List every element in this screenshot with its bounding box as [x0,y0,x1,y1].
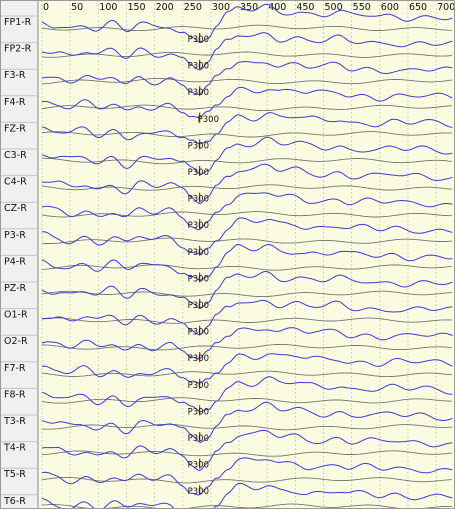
channel-label: F4-R [4,97,26,108]
blue-trace [41,353,453,384]
blue-trace [41,136,453,175]
channel-label: C3-R [4,150,27,161]
p300-label: P300 [188,434,209,444]
p300-label: P300 [188,274,209,284]
x-tick-label: 450 [296,2,314,13]
gray-trace [41,104,452,112]
x-tick-label: 300 [212,2,230,13]
blue-trace [41,3,453,44]
blue-trace [41,61,453,95]
x-tick-label: 250 [184,2,202,13]
channel-label-column [0,0,38,509]
gray-trace [41,423,452,431]
gray-trace [41,237,452,244]
channel-label: O1-R [4,310,28,321]
channel-label: C4-R [4,177,27,188]
channel-label: CZ-R [4,203,27,214]
blue-trace [41,243,453,281]
blue-trace [42,217,453,255]
gray-trace [41,476,452,484]
x-tick-label: 700 [437,2,455,13]
x-tick-label: 100 [99,2,117,13]
gray-trace [42,157,452,165]
x-tick-label: 150 [127,2,145,13]
x-tick-label: 550 [353,2,371,13]
blue-trace [42,163,453,204]
blue-trace [41,86,453,118]
x-tick-label: 600 [381,2,399,13]
p300-label: P300 [188,35,209,45]
p300-label: P300 [188,141,209,151]
x-tick-label: 50 [71,2,83,13]
p300-label: P300 [188,221,209,231]
gray-trace [41,131,452,138]
gray-trace [41,264,452,271]
blue-trace [41,457,453,496]
blue-trace [41,429,453,471]
p300-label: P300 [188,461,209,471]
p300-label: P300 [188,381,209,391]
p300-label: P300 [188,328,209,338]
p300-label: P300 [198,115,219,125]
gray-trace [41,51,452,58]
p300-label: P300 [188,487,209,497]
x-tick-label: 500 [325,2,343,13]
gray-trace [41,450,452,457]
p300-label: P300 [188,301,209,311]
channel-label: T4-R [3,443,26,454]
gray-trace [41,24,452,32]
gray-trace [41,317,452,324]
p300-label: P300 [188,62,209,72]
x-tick-label: 0 [43,2,49,13]
channel-label: O2-R [4,336,28,347]
blue-trace [41,401,453,443]
p300-label: P300 [188,407,209,417]
gray-trace [41,290,452,298]
x-tick-label: 350 [240,2,258,13]
blue-trace [41,482,453,509]
channel-label: FP1-R [4,17,32,28]
channel-label: T5-R [3,469,26,480]
gray-trace [41,397,452,404]
plot-area [38,0,455,509]
gray-trace [41,370,452,378]
p300-label: P300 [188,195,209,205]
blue-trace [41,376,453,413]
channel-label: FP2-R [4,44,32,55]
p300-label: P300 [188,168,209,178]
gray-trace [42,343,452,351]
channel-label: F7-R [4,363,26,374]
channel-label: P4-R [4,256,26,267]
blue-trace [41,192,453,231]
channel-label: T6-R [3,496,26,507]
channel-label: F8-R [4,389,26,400]
x-tick-label: 400 [268,2,286,13]
p300-label: P300 [188,248,209,258]
gray-trace [41,77,452,85]
blue-trace [41,32,453,71]
blue-trace [41,327,453,360]
p300-label: P300 [188,354,209,364]
blue-trace [42,299,453,336]
channel-label: F3-R [4,70,26,81]
blue-trace [41,271,453,309]
channel-label: P3-R [4,230,26,241]
channel-label: T3-R [3,416,26,427]
channel-label: PZ-R [4,283,26,294]
x-tick-label: 200 [156,2,174,13]
gray-trace [41,184,452,191]
x-tick-label: 650 [409,2,427,13]
channel-label: FZ-R [4,123,26,134]
p300-label: P300 [188,88,209,98]
blue-trace [41,112,453,145]
